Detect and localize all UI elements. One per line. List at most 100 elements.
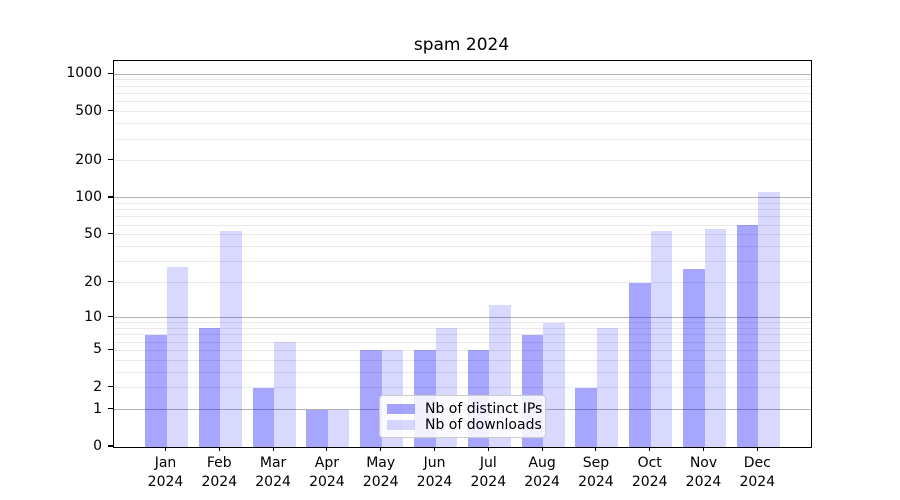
x-tick [218,447,220,451]
x-tick-month: Jan [154,455,177,471]
x-tick-label-nov: Nov 2024 [672,454,736,492]
x-tick-label-aug: Aug 2024 [510,454,574,492]
x-tick-year: 2024 [362,474,399,490]
bar-distinct-ips-mar [252,387,275,447]
legend-item-distinct-ips: Nb of distinct IPs [387,401,542,417]
x-tick-month: Mar [259,455,287,471]
y-tick [108,348,113,350]
x-tick [326,447,328,451]
x-tick [433,447,436,451]
bar-distinct-ips-sep [575,387,597,447]
bar-downloads-oct [650,230,673,447]
y-tick [108,386,113,388]
gridline-minor [114,92,811,94]
gridline-minor [114,341,811,343]
bar-distinct-ips-nov [683,269,705,447]
bar-downloads-nov [704,228,726,447]
bar-distinct-ips-apr [306,409,328,447]
gridline-minor [114,209,811,211]
x-tick-year: 2024 [201,474,238,490]
y-tick-label: 2 [93,378,102,395]
gridline-major [114,197,811,199]
y-tick [108,281,113,283]
gridline-minor [114,111,811,113]
x-tick-label-dec: Dec 2024 [725,454,789,492]
gridline-minor [114,79,811,81]
x-tick-month: Aug [528,455,556,471]
bar-downloads-apr [327,409,350,447]
x-tick-month: May [366,455,396,471]
x-tick-month: Jul [479,455,497,471]
y-tick [108,72,113,74]
x-tick [541,447,543,451]
x-tick [595,447,597,451]
bar-downloads-sep [596,328,619,447]
x-tick-year: 2024 [685,474,722,490]
bar-downloads-dec [758,191,780,447]
y-tick-label: 10 [84,308,102,325]
legend-item-downloads: Nb of downloads [387,417,542,433]
gridline-minor [114,203,811,205]
x-tick-month: Apr [314,455,339,471]
y-tick-label: 1000 [66,65,102,82]
x-tick-year: 2024 [739,474,776,490]
y-tick [108,196,113,198]
y-tick-label: 200 [75,151,102,168]
y-tick-label: 100 [75,188,102,205]
gridline-minor [114,359,811,361]
bar-downloads-mar [274,342,296,447]
x-tick-label-sep: Sep 2024 [564,454,628,492]
bar-downloads-feb [220,230,242,447]
gridline-minor [114,123,811,125]
gridline-minor [114,85,811,87]
x-tick-month: Sep [582,455,610,471]
x-tick [272,447,274,451]
legend-label-distinct-ips: Nb of distinct IPs [425,401,543,417]
gridline-minor [114,138,811,140]
chart-title: spam 2024 [413,35,510,55]
x-tick [164,447,167,451]
x-tick-month: Oct [637,455,662,471]
gridline-minor [114,101,811,103]
x-tick-label-jun: Jun 2024 [403,454,467,492]
y-tick [108,159,113,161]
x-tick-label-feb: Feb 2024 [187,454,251,492]
x-tick-label-may: May 2024 [349,454,413,492]
gridline-minor [114,216,811,218]
bar-distinct-ips-oct [629,282,651,447]
bar-distinct-ips-jan [145,334,167,447]
y-tick [108,109,113,112]
y-tick-label: 50 [84,225,102,242]
x-tick-year: 2024 [309,474,345,490]
x-tick-year: 2024 [147,474,184,490]
y-tick-label: 0 [93,438,102,454]
x-tick-month: Dec [743,455,771,471]
y-tick [108,407,113,410]
x-tick [702,447,705,451]
x-tick-year: 2024 [631,474,668,490]
y-tick-label: 5 [93,341,102,358]
legend-swatch-distinct-ips-icon [387,404,415,414]
gridline-minor [114,282,811,284]
bar-distinct-ips-dec [736,225,759,447]
y-tick-label: 500 [75,102,102,119]
x-tick-label-oct: Oct 2024 [618,454,682,492]
y-tick [108,445,113,447]
gridline-minor [114,322,811,324]
gridline-minor [114,349,811,351]
x-tick-year: 2024 [255,474,291,490]
gridline-minor [114,327,811,329]
gridline-minor [114,160,811,162]
x-tick [487,447,489,451]
x-tick-month: Jun [423,455,446,471]
gridline-minor [114,261,811,263]
bar-distinct-ips-may [360,350,382,447]
gridline-minor [114,371,811,373]
y-tick-label: 20 [84,273,102,290]
x-tick-label-apr: Apr 2024 [295,454,359,492]
x-tick-label-mar: Mar 2024 [241,454,305,492]
bar-downloads-aug [543,322,565,447]
x-tick [380,447,382,451]
x-tick [649,447,651,451]
legend-label-downloads: Nb of downloads [425,417,542,433]
